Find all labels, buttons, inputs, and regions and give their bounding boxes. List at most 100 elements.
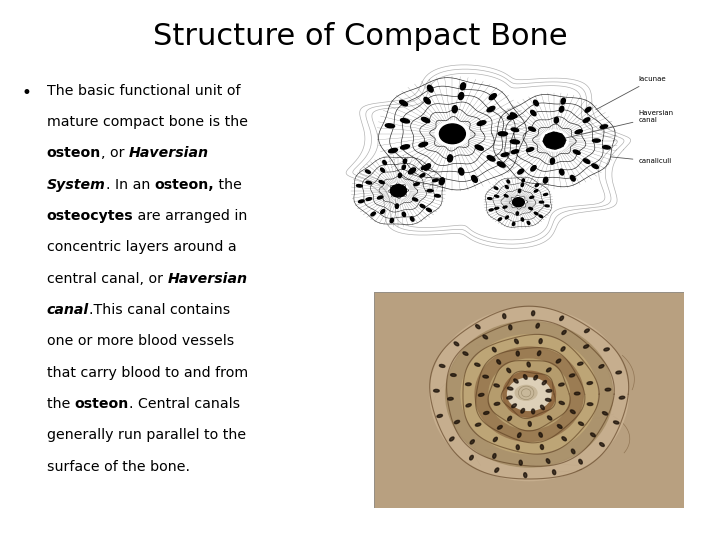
Ellipse shape — [516, 445, 519, 450]
Text: Structure of Compact Bone: Structure of Compact Bone — [153, 22, 567, 51]
Ellipse shape — [466, 404, 471, 407]
Ellipse shape — [494, 384, 500, 387]
Ellipse shape — [539, 433, 542, 437]
Text: concentric layers around a: concentric layers around a — [47, 240, 236, 254]
Circle shape — [544, 132, 565, 149]
Text: central canal, or: central canal, or — [47, 272, 167, 286]
Ellipse shape — [599, 364, 604, 368]
Ellipse shape — [474, 363, 480, 366]
Ellipse shape — [544, 177, 548, 183]
Ellipse shape — [452, 106, 457, 113]
Ellipse shape — [439, 364, 445, 367]
Ellipse shape — [377, 196, 383, 199]
Ellipse shape — [493, 437, 498, 442]
Ellipse shape — [550, 158, 554, 164]
Ellipse shape — [562, 437, 567, 441]
Ellipse shape — [508, 115, 516, 119]
Ellipse shape — [433, 389, 439, 392]
Ellipse shape — [519, 460, 522, 465]
Circle shape — [390, 185, 407, 197]
Ellipse shape — [573, 150, 580, 154]
Ellipse shape — [433, 179, 438, 181]
Text: Haversian
canal: Haversian canal — [557, 110, 673, 140]
Ellipse shape — [528, 421, 531, 426]
Text: canal: canal — [47, 303, 89, 317]
Ellipse shape — [509, 325, 512, 330]
Ellipse shape — [448, 397, 453, 400]
Ellipse shape — [472, 176, 477, 183]
Ellipse shape — [463, 352, 468, 355]
Ellipse shape — [514, 379, 518, 383]
Circle shape — [475, 347, 583, 442]
Ellipse shape — [523, 472, 527, 477]
Ellipse shape — [359, 200, 364, 202]
Ellipse shape — [510, 140, 520, 144]
Ellipse shape — [487, 198, 492, 199]
Ellipse shape — [398, 173, 402, 178]
Ellipse shape — [557, 424, 562, 428]
Ellipse shape — [513, 222, 515, 226]
Ellipse shape — [561, 347, 565, 351]
Ellipse shape — [385, 124, 395, 128]
Ellipse shape — [584, 345, 589, 348]
Text: the: the — [47, 397, 75, 411]
Ellipse shape — [534, 212, 538, 215]
Ellipse shape — [521, 218, 523, 221]
Ellipse shape — [498, 162, 505, 167]
Ellipse shape — [515, 339, 518, 343]
Ellipse shape — [619, 396, 625, 399]
Ellipse shape — [534, 375, 538, 380]
Ellipse shape — [544, 193, 548, 195]
Ellipse shape — [389, 148, 397, 153]
Ellipse shape — [559, 169, 564, 175]
Text: mature compact bone is the: mature compact bone is the — [47, 115, 248, 129]
Ellipse shape — [507, 180, 510, 183]
Circle shape — [430, 308, 629, 481]
Ellipse shape — [583, 118, 590, 123]
Ellipse shape — [487, 106, 495, 112]
Ellipse shape — [575, 392, 580, 395]
Ellipse shape — [511, 128, 518, 132]
Ellipse shape — [526, 147, 534, 152]
Ellipse shape — [559, 401, 564, 404]
Ellipse shape — [466, 383, 471, 386]
Text: Haversian: Haversian — [167, 272, 247, 286]
Text: . In an: . In an — [106, 178, 155, 192]
Ellipse shape — [510, 113, 517, 117]
Ellipse shape — [495, 195, 499, 197]
Ellipse shape — [534, 190, 538, 192]
Ellipse shape — [503, 314, 506, 319]
Text: System: System — [47, 178, 106, 192]
Ellipse shape — [492, 347, 496, 352]
Ellipse shape — [527, 221, 530, 225]
Ellipse shape — [424, 97, 431, 104]
Text: osteocytes: osteocytes — [47, 209, 133, 223]
Ellipse shape — [590, 433, 595, 437]
Ellipse shape — [501, 153, 508, 157]
Ellipse shape — [356, 185, 362, 187]
Text: osteon: osteon — [47, 146, 101, 160]
Ellipse shape — [413, 198, 418, 201]
Ellipse shape — [523, 375, 527, 379]
Ellipse shape — [570, 374, 575, 377]
Ellipse shape — [505, 186, 508, 188]
Ellipse shape — [546, 399, 551, 401]
Ellipse shape — [592, 164, 598, 168]
Ellipse shape — [546, 389, 552, 392]
Ellipse shape — [469, 455, 473, 460]
Ellipse shape — [603, 411, 608, 415]
Ellipse shape — [495, 207, 499, 209]
Ellipse shape — [408, 168, 415, 174]
Ellipse shape — [483, 335, 487, 339]
Ellipse shape — [427, 190, 433, 192]
Ellipse shape — [530, 196, 534, 198]
Ellipse shape — [494, 402, 500, 405]
Ellipse shape — [539, 215, 543, 218]
Ellipse shape — [534, 100, 539, 106]
Ellipse shape — [379, 180, 384, 184]
Ellipse shape — [448, 155, 453, 162]
Ellipse shape — [454, 420, 459, 424]
Ellipse shape — [616, 371, 621, 374]
Ellipse shape — [435, 194, 441, 197]
Ellipse shape — [572, 449, 575, 454]
